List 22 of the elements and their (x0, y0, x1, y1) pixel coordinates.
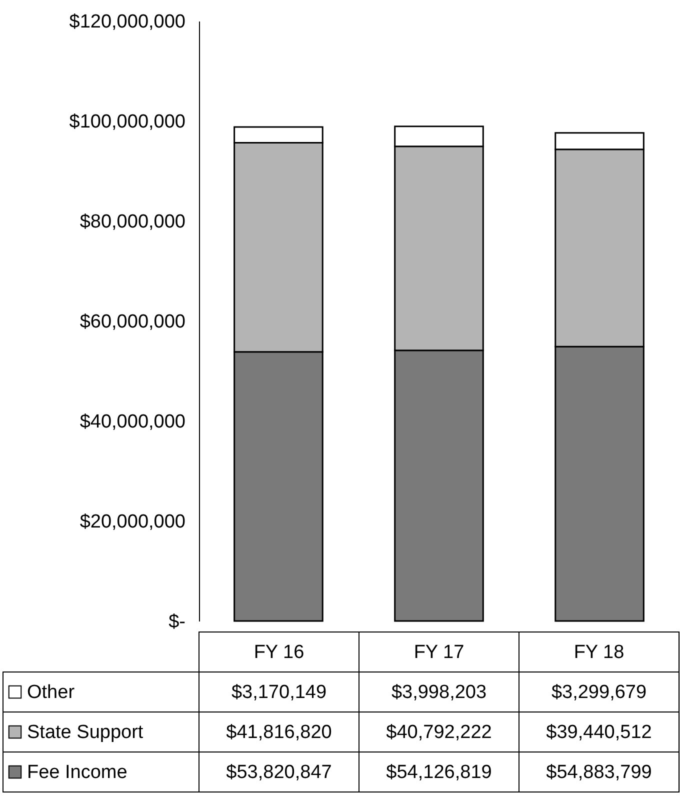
data-label: $53,820,847 (226, 762, 332, 783)
legend-label: Other (27, 682, 76, 703)
y-tick-label: $40,000,000 (80, 412, 186, 432)
y-tick-label: $100,000,000 (69, 112, 186, 132)
y-tick-label: $- (168, 612, 186, 632)
y-tick-label: $120,000,000 (69, 12, 186, 32)
x-tick-label: FY 16 (254, 642, 304, 663)
data-label: $41,816,820 (226, 722, 332, 743)
data-label: $3,998,203 (391, 682, 487, 703)
y-tick-label: $80,000,000 (80, 212, 186, 232)
data-label: $3,170,149 (231, 682, 327, 703)
y-tick-label: $20,000,000 (80, 512, 186, 532)
data-label: $54,126,819 (386, 762, 492, 783)
x-tick-label: FY 18 (574, 642, 624, 663)
data-label: $54,883,799 (546, 762, 652, 783)
data-label: $40,792,222 (386, 722, 492, 743)
y-tick-label: $60,000,000 (80, 312, 186, 332)
legend-label: State Support (27, 722, 144, 743)
data-label: $39,440,512 (546, 722, 652, 743)
data-label: $3,299,679 (551, 682, 647, 703)
legend-label: Fee Income (27, 762, 128, 783)
x-tick-label: FY 17 (414, 642, 464, 663)
